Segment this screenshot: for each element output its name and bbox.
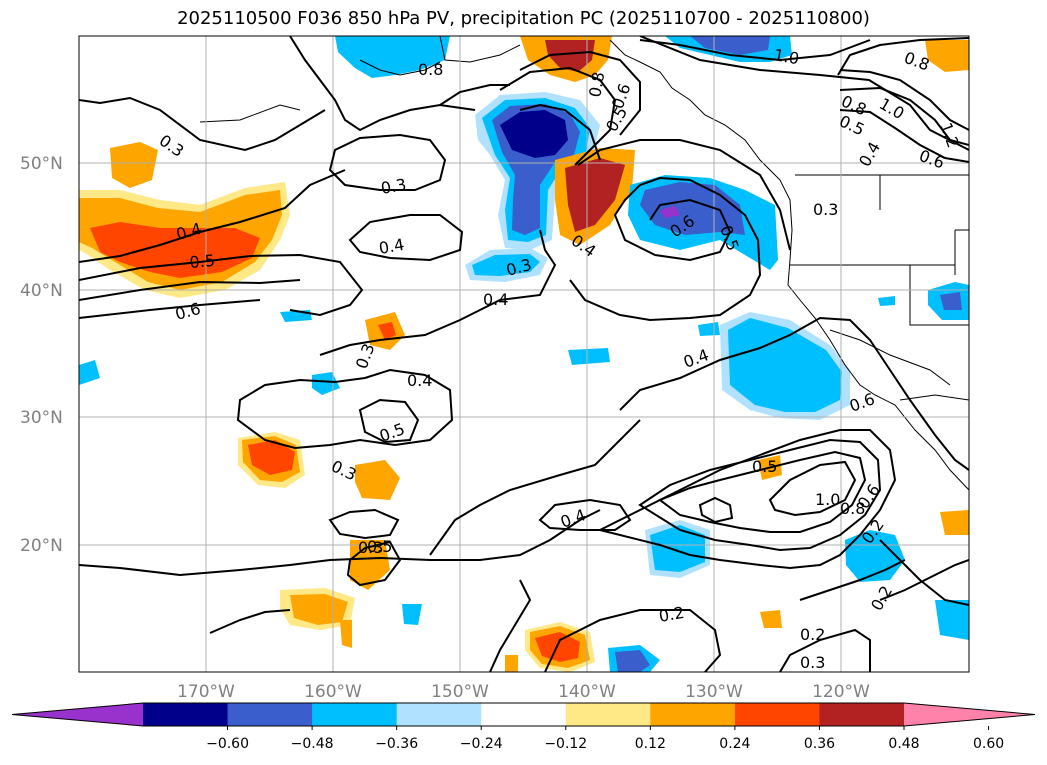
shade-cyan [402,604,422,625]
longitude-label: 120°W [812,682,870,702]
shade-red [565,158,625,232]
shade-cyan [335,36,450,78]
shade-cyan [935,600,969,640]
colorbar-tick-label: 0.36 [804,736,835,752]
shade-purple [660,206,680,218]
contour-label: 0.5 [752,457,777,476]
latitude-labels: 50°N 40°N 30°N 20°N [20,154,63,556]
contour-label: 0.3 [379,175,407,198]
pv-contours [79,36,969,672]
colorbar-tick-label: −0.36 [375,736,418,752]
colorbar-bin [650,703,736,726]
contour-label: 0.4 [483,290,508,309]
longitude-label: 150°W [431,682,489,702]
map-frame [78,35,970,673]
shade-orange [505,655,518,672]
contour-label: 0.3 [813,200,838,219]
colorbar-extend-low [12,703,143,726]
shade-cyan [728,318,842,412]
colorbar-bin [143,703,229,726]
contour-label: 0.2 [657,603,685,626]
shade-blue [690,36,770,55]
contour-label: 0.5 [189,251,216,272]
latitude-label: 50°N [20,154,63,174]
contour-label: 1.0 [772,45,800,68]
colorbar-tick-label: 0.24 [719,736,750,752]
colorbar-tick-label: 0.60 [973,736,1004,752]
longitude-label: 130°W [685,682,743,702]
shade-cyan [472,254,540,276]
shade-red [248,440,295,475]
colorbar-bin [565,703,651,726]
colorbar-tick-label: −0.60 [206,736,249,752]
colorbar-tick-label: −0.24 [460,736,503,752]
contour-label: 0.3 [800,653,825,672]
shade-orange [925,40,969,72]
contour-label: 0.2 [800,625,825,644]
colorbar-outline [11,702,1036,727]
graticule [79,36,969,672]
colorbar-bin [396,703,482,726]
colorbar-bin [227,703,313,726]
contour-label: 0.8 [585,70,608,98]
contour-label: 0.4 [377,235,405,258]
contour-label: 0.3 [358,538,383,557]
colorbar: −0.60 −0.48 −0.36 −0.24 −0.12 0.12 0.24 0.36 0.4… [11,702,1036,752]
shade-navy [500,110,568,158]
shade-orange [355,460,400,500]
contour-label: 0.4 [407,371,432,390]
contour-label: 0.5 [367,537,392,556]
shade-orange [760,610,782,628]
latitude-label: 30°N [20,408,63,428]
colorbar-tick-label: 0.48 [888,736,919,752]
shade-red [378,322,396,340]
colorbar-tick-label: −0.12 [544,736,587,752]
shade-blue [940,292,962,310]
shade-orange [110,142,158,188]
contour-label: 1.0 [815,490,840,509]
longitude-label: 160°W [304,682,362,702]
longitude-label: 170°W [177,682,235,702]
shade-cyan [568,348,610,365]
longitude-labels: 170°W 160°W 150°W 140°W 130°W 120°W [177,682,870,702]
colorbar-extend-high [904,703,1035,726]
latitude-label: 40°N [20,281,63,301]
shade-cyan [79,360,100,385]
colorbar-bin [819,703,905,726]
shade-red [545,40,595,72]
colorbar-bin [312,703,398,726]
shade-orange [940,510,969,535]
shade-orange [340,620,352,648]
figure-title: 2025110500 F036 850 hPa PV, precipitatio… [177,8,870,29]
contour-label: 0.8 [840,499,865,518]
shade-cyan [845,530,905,582]
latitude-label: 20°N [20,536,63,556]
colorbar-tick-label: −0.48 [291,736,334,752]
shade-cyan [878,296,895,306]
colorbar-bin [734,703,820,726]
colorbar-tick-label: 0.12 [635,736,666,752]
longitude-label: 140°W [558,682,616,702]
shade-blue [615,650,650,672]
coastline [199,36,969,491]
colorbar-bin [481,703,567,726]
shade-red [90,222,260,278]
shade-cyan [650,525,705,572]
contour-label: 0.8 [418,60,443,79]
